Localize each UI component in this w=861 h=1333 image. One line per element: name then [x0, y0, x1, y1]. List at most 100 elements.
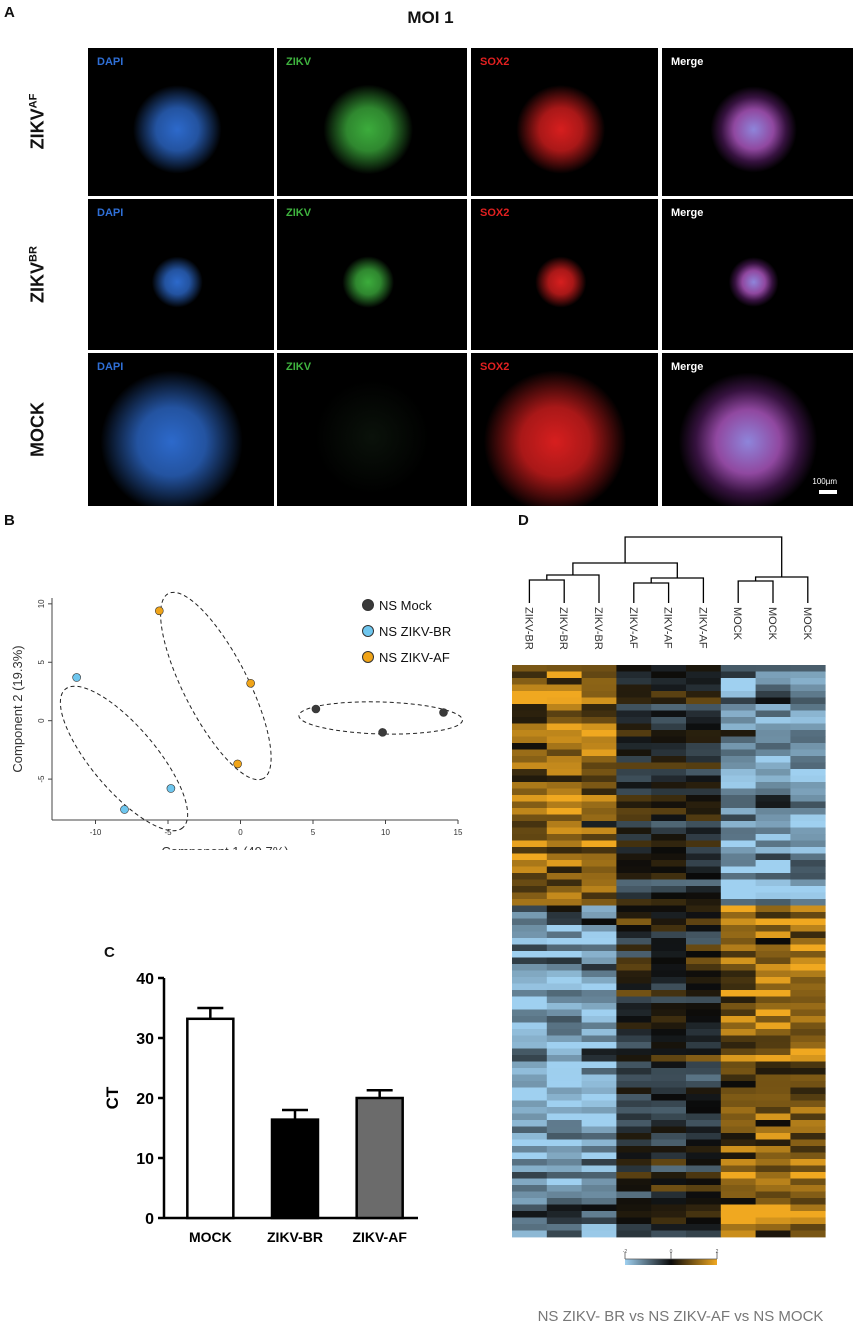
- heatmap-cell: [616, 970, 652, 978]
- micrograph-tile: DAPI: [88, 199, 274, 350]
- heatmap-cell: [720, 1055, 756, 1062]
- heatmap-cell: [790, 1003, 826, 1010]
- heatmap-cell: [581, 1074, 617, 1082]
- heatmap-column-label: MOCK: [801, 607, 813, 641]
- heatmap-cell: [546, 1152, 582, 1160]
- heatmap-cell: [546, 1055, 582, 1062]
- heatmap-cell: [546, 905, 582, 913]
- heatmap-cell: [512, 892, 548, 900]
- heatmap-cell: [581, 1139, 617, 1147]
- heatmap-cell: [581, 749, 617, 757]
- heatmap-cell: [720, 1152, 756, 1160]
- heatmap-cell: [616, 1042, 652, 1049]
- heatmap-cell: [755, 665, 791, 672]
- heatmap-cell: [755, 756, 791, 763]
- heatmap-cell: [512, 1224, 548, 1231]
- heatmap-cell: [790, 691, 826, 698]
- heatmap-cell: [790, 1009, 826, 1017]
- heatmap-cell: [616, 1048, 652, 1056]
- heatmap-cell: [720, 782, 756, 789]
- heatmap-cell: [512, 1022, 548, 1030]
- heatmap-cell: [790, 1191, 826, 1199]
- heatmap-cell: [720, 931, 756, 939]
- heatmap-cell: [581, 1061, 617, 1069]
- heatmap-cell: [720, 1087, 756, 1095]
- heatmap-cell: [546, 886, 582, 893]
- heatmap-cell: [720, 671, 756, 679]
- heatmap-cell: [686, 886, 722, 893]
- heatmap-cell: [581, 1003, 617, 1010]
- heatmap-cell: [616, 691, 652, 698]
- heatmap-cell: [546, 769, 582, 776]
- heatmap-cell: [651, 905, 687, 913]
- heatmap-cell: [546, 853, 582, 861]
- heatmap-cell: [686, 1230, 722, 1238]
- heatmap-cell: [546, 860, 582, 867]
- heatmap-cell: [581, 704, 617, 711]
- heatmap-cell: [790, 834, 826, 841]
- heatmap-cell: [651, 1152, 687, 1160]
- heatmap-cell: [720, 827, 756, 835]
- heatmap-cell: [651, 853, 687, 861]
- heatmap-cell: [755, 827, 791, 835]
- heatmap-cell: [651, 1211, 687, 1218]
- heatmap-cell: [546, 866, 582, 874]
- heatmap-cell: [512, 990, 548, 997]
- heatmap-cell: [651, 678, 687, 685]
- heatmap-cell: [581, 697, 617, 705]
- heatmap-cell: [512, 678, 548, 685]
- heatmap-cell: [546, 918, 582, 926]
- heatmap-cell: [790, 931, 826, 939]
- panel-a-title: MOI 1: [407, 8, 454, 27]
- heatmap-cell: [790, 1113, 826, 1121]
- heatmap-cell: [616, 905, 652, 913]
- heatmap-cell: [616, 723, 652, 731]
- heatmap-cell: [616, 964, 652, 971]
- heatmap-cell: [546, 1178, 582, 1186]
- heatmap-cell: [686, 1094, 722, 1101]
- heatmap-cell: [651, 762, 687, 770]
- heatmap-cell: [790, 788, 826, 796]
- heatmap-cell: [790, 1165, 826, 1173]
- heatmap-cell: [616, 879, 652, 887]
- heatmap-cell: [546, 1185, 582, 1192]
- heatmap-cell: [546, 827, 582, 835]
- heatmap-cell: [546, 899, 582, 906]
- heatmap-cell: [512, 905, 548, 913]
- heatmap-cell: [651, 931, 687, 939]
- heatmap-cell: [512, 1191, 548, 1199]
- heatmap-cell: [755, 1029, 791, 1036]
- heatmap-cell: [755, 866, 791, 874]
- heatmap-cell: [512, 808, 548, 815]
- heatmap-cell: [720, 905, 756, 913]
- heatmap-cell: [790, 847, 826, 854]
- heatmap-cell: [512, 866, 548, 874]
- heatmap-cell: [686, 821, 722, 828]
- heatmap-cell: [755, 782, 791, 789]
- heatmap-cell: [546, 1016, 582, 1023]
- panel-label-d: D: [518, 512, 529, 529]
- heatmap-cell: [546, 1003, 582, 1010]
- heatmap-cell: [512, 782, 548, 789]
- heatmap-cell: [546, 1146, 582, 1153]
- heatmap-cell: [755, 1087, 791, 1095]
- heatmap-cell: [720, 983, 756, 991]
- heatmap-cell: [720, 821, 756, 828]
- heatmap-cell: [616, 957, 652, 965]
- heatmap-cell: [651, 736, 687, 744]
- heatmap-cell: [546, 847, 582, 854]
- legend-label-zikv-af: NS ZIKV-AF: [379, 650, 450, 665]
- heatmap-cell: [790, 873, 826, 880]
- heatmap-cell: [686, 1217, 722, 1225]
- heatmap-cell: [512, 827, 548, 835]
- heatmap-cell: [616, 1074, 652, 1082]
- heatmap-cell: [512, 801, 548, 809]
- x-category-label: ZIKV-BR: [267, 1229, 323, 1245]
- heatmap-cell: [616, 1165, 652, 1173]
- heatmap-cell: [581, 892, 617, 900]
- color-scale-tick-label: 2: [716, 1249, 719, 1255]
- heatmap-cell: [581, 795, 617, 802]
- heatmap-cell: [616, 1139, 652, 1147]
- y-tick-label: -5: [37, 775, 46, 783]
- heatmap-cell: [512, 1113, 548, 1121]
